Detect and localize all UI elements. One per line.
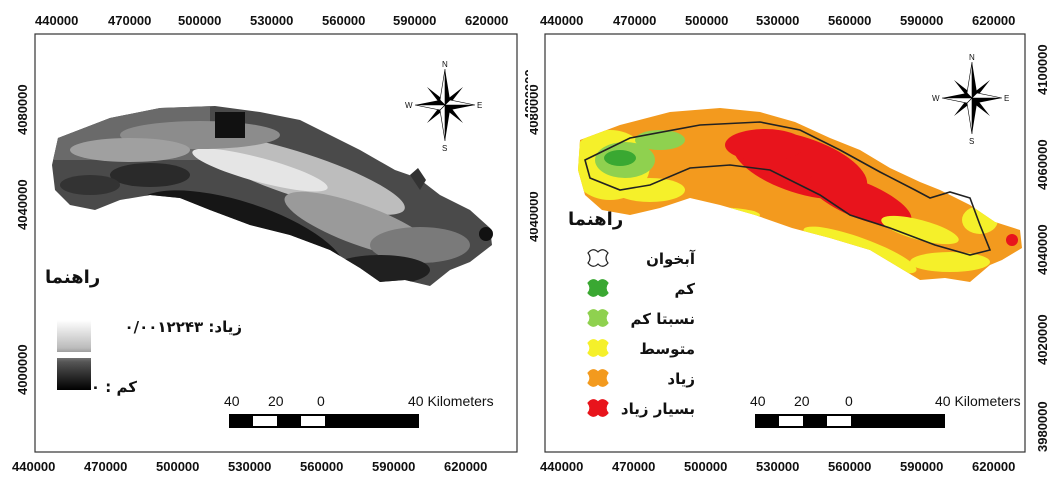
- tick-label: 440000: [540, 459, 583, 474]
- tick-label: 590000: [900, 459, 943, 474]
- tick-label: 4100000: [1035, 44, 1050, 95]
- tick-label: 4040000: [15, 179, 30, 230]
- scale-label: 0: [317, 393, 325, 409]
- right-scale-bar: 40 20 0 40 Kilometers: [750, 393, 1021, 428]
- left-scale-bar: 40 20 0 40 Kilometers: [224, 393, 494, 428]
- left-legend-title: راهنما: [45, 267, 100, 288]
- tick-label: 440000: [12, 459, 55, 474]
- tick-label: 4040000: [530, 191, 541, 242]
- legend-label: آبخوان: [646, 250, 696, 268]
- compass-w: W: [932, 94, 940, 103]
- left-legend-high: زیاد: ۰/۰۰۱۲۲۴۳: [124, 318, 242, 336]
- north-arrow-icon: N S E W: [932, 53, 1009, 146]
- legend-item: متوسط: [587, 339, 695, 358]
- compass-s: S: [442, 144, 447, 153]
- tick-label: 530000: [228, 459, 271, 474]
- legend-item: زیاد: [587, 369, 695, 388]
- scale-label: 0: [845, 393, 853, 409]
- tick-label: 470000: [108, 13, 151, 28]
- tick-label: 530000: [250, 13, 293, 28]
- tick-label: 620000: [465, 13, 508, 28]
- left-map-tip: [479, 227, 493, 241]
- tick-label: 620000: [444, 459, 487, 474]
- tick-label: 470000: [613, 13, 656, 28]
- compass-e: E: [1004, 94, 1009, 103]
- left-side-tick-labels: 4080000 4040000 4000000: [15, 84, 30, 395]
- legend-label: نسبتا کم: [631, 310, 695, 328]
- tick-label: 470000: [612, 459, 655, 474]
- tick-label: 470000: [84, 459, 127, 474]
- tick-label: 500000: [178, 13, 221, 28]
- compass-e: E: [477, 101, 482, 110]
- legend-label: بسیار زیاد: [621, 400, 695, 418]
- tick-label: 4020000: [1035, 314, 1050, 365]
- tick-label: 4080000: [522, 69, 528, 120]
- scale-label: 20: [268, 393, 284, 409]
- scale-label: 20: [794, 393, 810, 409]
- north-arrow-icon: N S E W: [405, 60, 482, 153]
- compass-s: S: [969, 137, 974, 146]
- scale-label: 40: [224, 393, 240, 409]
- tick-label: 560000: [828, 459, 871, 474]
- right-top-tick-labels: 440000 470000 500000 530000 560000 59000…: [540, 13, 1015, 28]
- compass-n: N: [969, 53, 975, 62]
- legend-label: زیاد: [667, 370, 695, 388]
- legend-label: متوسط: [639, 340, 695, 358]
- legend-item: نسبتا کم: [587, 309, 695, 328]
- tick-label: 4080000: [530, 84, 541, 135]
- scale-label: 40: [750, 393, 766, 409]
- legend-swatch: [587, 339, 609, 357]
- tick-label: 500000: [156, 459, 199, 474]
- tick-label: 590000: [372, 459, 415, 474]
- left-map-panel: 440000 470000 500000 530000 560000 59000…: [12, 13, 528, 474]
- legend-swatch: [587, 279, 609, 297]
- tick-label: 560000: [322, 13, 365, 28]
- compass-n: N: [442, 60, 448, 69]
- scale-label: 40 Kilometers: [408, 393, 494, 409]
- legend-swatch: [587, 369, 609, 387]
- right-side-tick-labels: 4100000 4060000 4040000 4020000 3980000: [1035, 44, 1050, 452]
- legend-label: کم: [675, 280, 696, 298]
- left-legend-low: کم : ۰: [91, 378, 137, 396]
- tick-label: 620000: [972, 459, 1015, 474]
- tick-label: 440000: [540, 13, 583, 28]
- tick-label: 590000: [900, 13, 943, 28]
- tick-label: 620000: [972, 13, 1015, 28]
- tick-label: 3980000: [1035, 401, 1050, 452]
- tick-label: 590000: [393, 13, 436, 28]
- tick-label: 4000000: [15, 344, 30, 395]
- right-bottom-tick-labels: 440000 470000 500000 530000 560000 59000…: [540, 459, 1015, 474]
- tick-label: 440000: [35, 13, 78, 28]
- right-legend: آبخوان کم نسبتا کم متوسط زیاد بسیار زیاد: [587, 249, 696, 418]
- tick-label: 500000: [684, 459, 727, 474]
- left-legend-gap: [57, 352, 91, 358]
- left-map-svg: 440000 470000 500000 530000 560000 59000…: [12, 13, 528, 474]
- left-map-protrusion: [410, 168, 426, 190]
- tick-label: 500000: [685, 13, 728, 28]
- legend-swatch: [587, 249, 609, 267]
- legend-item: آبخوان: [587, 249, 696, 268]
- right-left-tick-labels: 4080000 4040000: [530, 84, 541, 242]
- tick-label: 4080000: [15, 84, 30, 135]
- legend-swatch: [587, 399, 609, 417]
- legend-item: بسیار زیاد: [587, 399, 695, 418]
- compass-w: W: [405, 101, 413, 110]
- tick-label: 560000: [300, 459, 343, 474]
- scale-label: 40 Kilometers: [935, 393, 1021, 409]
- aquifer-outline: [584, 121, 992, 256]
- tick-label: 530000: [756, 459, 799, 474]
- tick-label: 530000: [756, 13, 799, 28]
- legend-swatch: [587, 309, 609, 327]
- right-legend-title: راهنما: [568, 209, 623, 230]
- left-top-tick-labels: 440000 470000 500000 530000 560000 59000…: [35, 13, 508, 28]
- right-map-svg: 440000 470000 500000 530000 560000 59000…: [530, 13, 1050, 474]
- tick-label: 4040000: [1035, 224, 1050, 275]
- left-bottom-tick-labels: 440000 470000 500000 530000 560000 59000…: [12, 459, 487, 474]
- tick-label: 560000: [828, 13, 871, 28]
- left-right-tick-labels: 4080000: [522, 69, 528, 120]
- right-map-panel: 440000 470000 500000 530000 560000 59000…: [530, 0, 1055, 487]
- right-map-tip: [1006, 234, 1018, 246]
- legend-item: کم: [587, 279, 696, 298]
- tick-label: 4060000: [1035, 139, 1050, 190]
